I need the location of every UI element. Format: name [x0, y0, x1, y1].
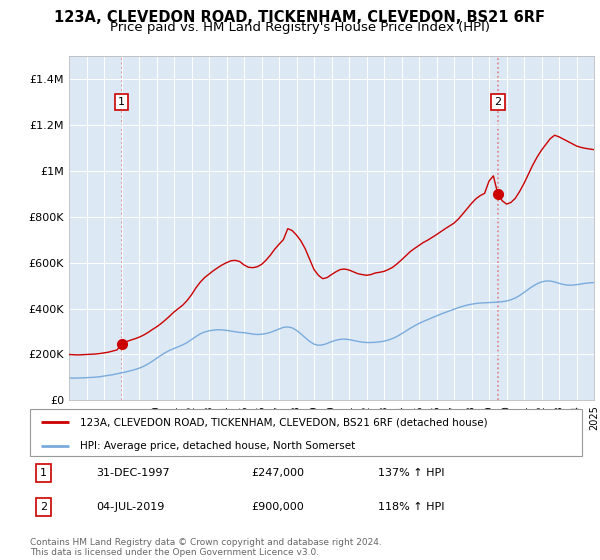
Text: 04-JUL-2019: 04-JUL-2019: [96, 502, 164, 512]
Text: £900,000: £900,000: [251, 502, 304, 512]
Text: 31-DEC-1997: 31-DEC-1997: [96, 468, 170, 478]
Text: 137% ↑ HPI: 137% ↑ HPI: [378, 468, 444, 478]
Text: £247,000: £247,000: [251, 468, 304, 478]
Text: 123A, CLEVEDON ROAD, TICKENHAM, CLEVEDON, BS21 6RF: 123A, CLEVEDON ROAD, TICKENHAM, CLEVEDON…: [55, 10, 545, 25]
Text: 2: 2: [40, 502, 47, 512]
Text: 118% ↑ HPI: 118% ↑ HPI: [378, 502, 444, 512]
Text: Contains HM Land Registry data © Crown copyright and database right 2024.
This d: Contains HM Land Registry data © Crown c…: [30, 538, 382, 557]
Text: 1: 1: [118, 97, 125, 107]
Text: HPI: Average price, detached house, North Somerset: HPI: Average price, detached house, Nort…: [80, 441, 355, 451]
Text: 2: 2: [494, 97, 502, 107]
Text: 1: 1: [40, 468, 47, 478]
Text: Price paid vs. HM Land Registry's House Price Index (HPI): Price paid vs. HM Land Registry's House …: [110, 21, 490, 34]
Text: 123A, CLEVEDON ROAD, TICKENHAM, CLEVEDON, BS21 6RF (detached house): 123A, CLEVEDON ROAD, TICKENHAM, CLEVEDON…: [80, 417, 487, 427]
